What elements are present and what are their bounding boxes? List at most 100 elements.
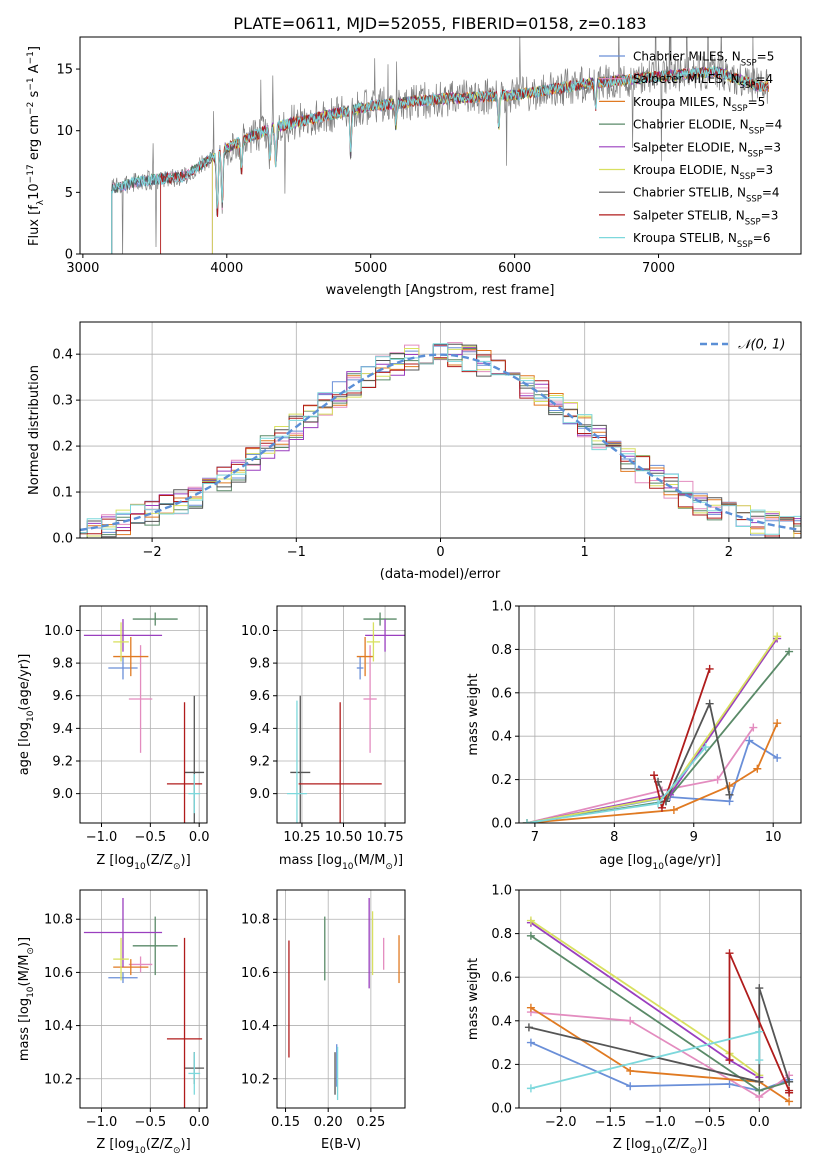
x-tick-label: 7	[531, 830, 539, 845]
x-tick-label: 8	[610, 830, 618, 845]
data-marker	[725, 1056, 734, 1065]
x-tick-label: −1.0	[86, 830, 118, 845]
y-tick-label: 10.4	[241, 1019, 270, 1034]
grid-lines	[80, 606, 207, 823]
y-tick-label: 0.4	[52, 348, 73, 363]
data-marker	[755, 1056, 764, 1065]
y-axis-label: mass weight	[466, 673, 481, 755]
y-tick-label: 0.8	[491, 927, 512, 942]
x-axis-label: (data-model)/error	[380, 567, 501, 582]
x-tick-label: −0.5	[135, 1115, 167, 1130]
residual-histogram	[80, 345, 801, 536]
error-bar-point	[366, 622, 381, 662]
data-marker	[526, 1003, 535, 1012]
data-marker	[785, 1077, 794, 1086]
y-tick-label: 0.0	[491, 1102, 512, 1117]
x-tick-label: −1	[287, 545, 306, 560]
residual-histogram	[80, 344, 801, 534]
y-tick-label: 0	[65, 248, 73, 263]
data-marker	[713, 775, 722, 784]
data-marker	[755, 1027, 764, 1036]
x-axis-label: Z [log10(Z/Z⊙)]	[96, 1137, 190, 1156]
mass-weight-series	[650, 664, 714, 812]
data-marker	[522, 819, 531, 823]
legend-entry: 𝒩(0, 1)	[738, 338, 785, 353]
y-tick-label: 10.6	[44, 966, 73, 981]
data-marker	[753, 764, 762, 773]
y-tick-label: 0.8	[491, 643, 512, 658]
mass-weight-series	[522, 634, 782, 823]
x-tick-label: 7000	[642, 261, 675, 276]
data-marker	[773, 719, 782, 728]
y-tick-label: 0.2	[52, 440, 73, 455]
y-tick-label: 0.2	[491, 1058, 512, 1073]
residuals-panel: −2 −1 0 1 2 0.0 0.1 0.2 0.3 0.4 𝒩(0, 1) (data-model…	[27, 321, 802, 582]
y-tick-label: 10.4	[44, 1019, 73, 1034]
y-tick-label: 0.3	[52, 394, 73, 409]
axes-frame	[79, 889, 208, 1109]
spectrum-panel: 3000 4000 5000 6000 7000 0 5 10 15 wavelength [An…	[26, 36, 802, 298]
error-bar-point	[356, 656, 364, 680]
data-marker	[745, 736, 754, 745]
y-tick-label: 0.2	[491, 773, 512, 788]
y-tick-label: 9.4	[249, 722, 270, 737]
y-tick-label: 10.8	[241, 913, 270, 928]
data-marker	[526, 931, 535, 940]
plot-area	[286, 612, 405, 823]
x-tick-label: 10	[765, 830, 782, 845]
data-marker	[755, 984, 764, 993]
y-tick-label: 9.8	[52, 657, 73, 672]
x-tick-label: 0.0	[189, 830, 210, 845]
y-tick-label: 10.6	[241, 966, 270, 981]
x-tick-label: −0.5	[135, 830, 167, 845]
y-tick-label: 9.0	[249, 787, 270, 802]
x-tick-label: −2	[143, 545, 162, 560]
plot-area	[83, 897, 205, 1108]
x-tick-label: −1.0	[86, 1115, 118, 1130]
y-tick-label: 9.4	[52, 722, 73, 737]
legend-entry: Salpeter MILES, NSSP=4	[633, 72, 773, 91]
x-axis-label: E(B-V)	[321, 1137, 361, 1152]
x-tick-label: 10.25	[283, 830, 320, 845]
mass-weight-series	[526, 1027, 764, 1093]
x-axis-label: wavelength [Angstrom, rest frame]	[326, 283, 555, 298]
mass-weight-series	[522, 723, 758, 823]
error-bar-point	[365, 619, 405, 652]
legend-entry: Chabrier MILES, NSSP=5	[633, 50, 774, 69]
data-marker	[626, 1082, 635, 1091]
plot-area	[80, 342, 801, 538]
massweight-vs-age-panel: 7 8 9 10 0.0 0.2 0.4 0.6 0.8 1.0 age [log10(age/yr…	[466, 600, 802, 872]
error-bar-point	[188, 1052, 201, 1095]
x-tick-label: 0.15	[271, 1115, 300, 1130]
error-bar-point	[128, 956, 153, 973]
error-bar-point	[108, 656, 138, 680]
x-tick-label: 5000	[354, 261, 387, 276]
plot-area	[83, 612, 205, 823]
x-tick-label: −1.0	[644, 1115, 676, 1130]
x-axis-label: age [log10(age/yr)]	[599, 853, 721, 872]
error-bar-point	[113, 959, 149, 976]
error-bar-point	[132, 916, 178, 976]
x-tick-label: −1.5	[595, 1115, 627, 1130]
x-axis-label: mass [log10(M/M⊙)]	[279, 853, 403, 872]
data-marker	[725, 949, 734, 958]
mass-weight-series	[522, 743, 710, 823]
y-tick-label: 10.2	[44, 1072, 73, 1087]
data-marker	[755, 1077, 764, 1086]
residual-histogram	[80, 354, 801, 537]
x-tick-label: 6000	[498, 261, 531, 276]
data-marker	[725, 1080, 734, 1089]
data-marker	[785, 1097, 794, 1106]
data-marker	[526, 1084, 535, 1093]
x-tick-label: −2.0	[545, 1115, 577, 1130]
x-tick-label: 3000	[66, 261, 99, 276]
y-tick-label: 15	[56, 63, 73, 78]
error-bar-point	[128, 645, 153, 753]
error-bar-point	[363, 645, 377, 753]
data-marker	[755, 1086, 764, 1095]
figure-title: PLATE=0611, MJD=52055, FIBERID=0158, z=0…	[233, 14, 646, 33]
mass-weight-series	[522, 719, 782, 823]
age-vs-mass-panel: 10.25 10.50 10.75 9.0 9.2 9.4 9.6 9.8 10.0 mass […	[241, 605, 406, 872]
legend-entry: Kroupa STELIB, NSSP=6	[633, 231, 771, 250]
